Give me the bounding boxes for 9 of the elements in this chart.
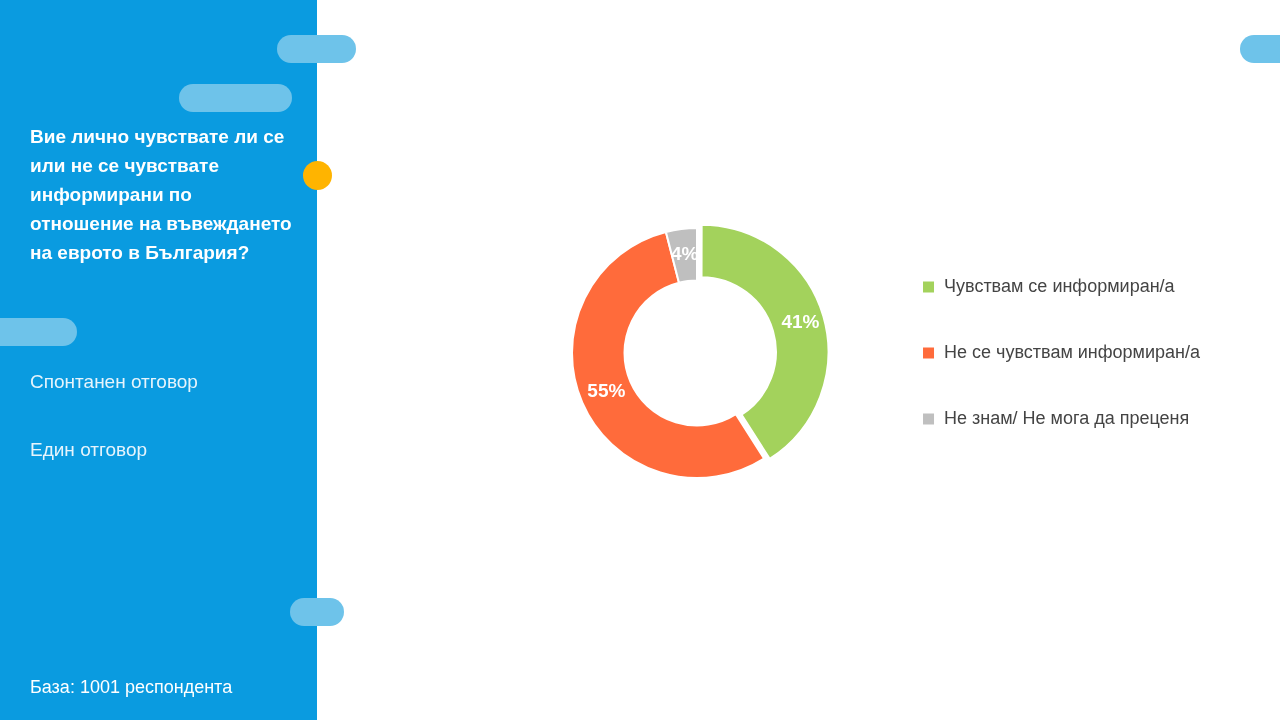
legend-label: Не знам/ Не мога да преценя [944, 407, 1190, 428]
data-label: 55% [587, 380, 626, 402]
legend-label: Не се чувствам информиран/а [944, 341, 1201, 362]
text: Вие лично чувствате ли се или не се чувствате информирани по отношение на въвеждането на еврото в България? [30, 125, 293, 265]
text: База: 1001 респондента [30, 677, 233, 698]
legend-label: Чувствам се информиран/а [944, 275, 1176, 296]
text: Спонтанен отговор [30, 371, 198, 393]
text: Един отговор [30, 439, 148, 461]
data-label: 41% [781, 311, 820, 333]
